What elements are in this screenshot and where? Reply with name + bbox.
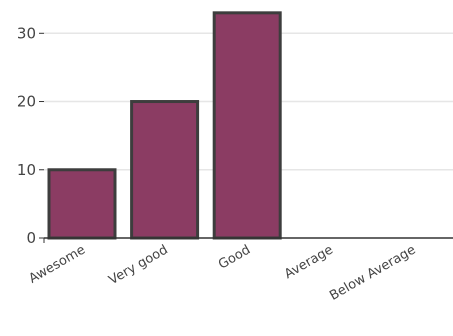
bar-good <box>212 11 282 240</box>
y-tick-label-30: 30 <box>17 24 36 42</box>
y-tick-label-0: 0 <box>26 229 36 247</box>
bar-very-good <box>130 100 200 240</box>
x-tick-label-very-good: Very good <box>106 242 170 288</box>
y-tick-labels: 0 10 20 30 <box>17 24 36 247</box>
bars <box>47 11 282 240</box>
x-tick-label-awesome: Awesome <box>26 242 88 286</box>
x-tick-label-average: Average <box>282 242 336 282</box>
y-tick-label-10: 10 <box>17 161 36 179</box>
bar-awesome <box>47 168 117 240</box>
y-tick-label-20: 20 <box>17 93 36 111</box>
x-tick-label-below-average: Below Average <box>327 242 418 303</box>
x-tick-label-good: Good <box>216 242 253 272</box>
axes <box>39 32 453 243</box>
